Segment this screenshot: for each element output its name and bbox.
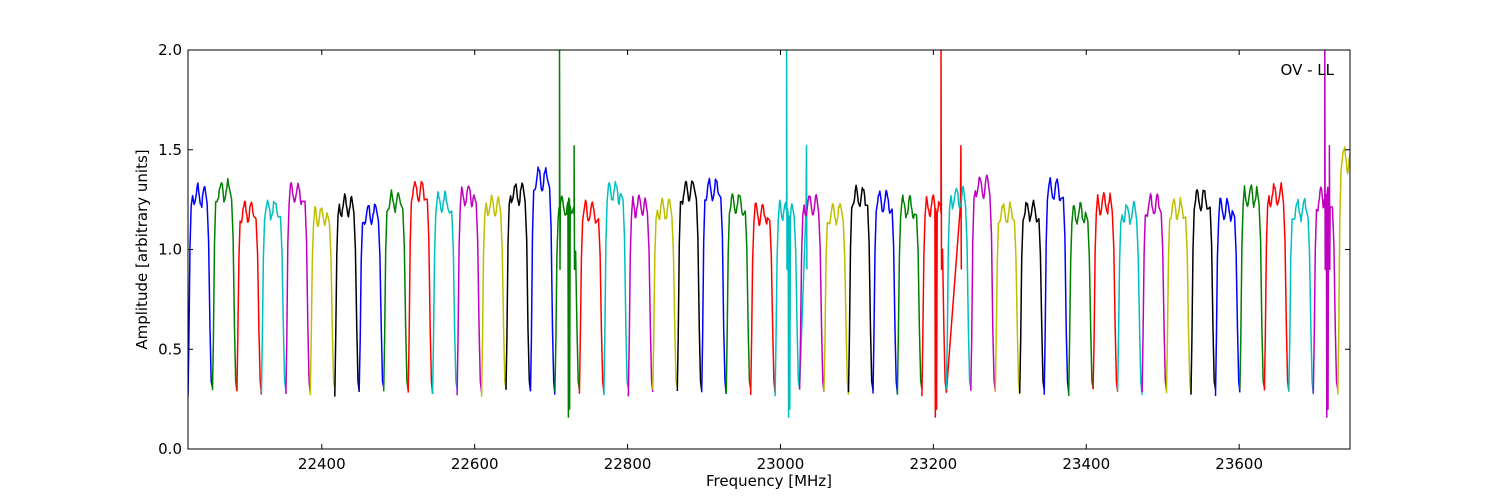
y-axis-ticks: 0.0 0.5 1.0 1.5 2.0 bbox=[158, 41, 1350, 458]
series-line-band-12 bbox=[480, 194, 507, 397]
series-line-band-31 bbox=[945, 185, 972, 390]
series-line-band-24 bbox=[774, 50, 808, 418]
series-line-band-39 bbox=[1141, 193, 1168, 393]
series-line-band-17 bbox=[603, 181, 630, 396]
series-line-band-42 bbox=[1214, 197, 1241, 396]
series-line-band-46 bbox=[1312, 50, 1339, 418]
plot-background bbox=[188, 50, 1350, 449]
series-line-band-37 bbox=[1092, 191, 1119, 392]
series-line-band-19 bbox=[652, 197, 679, 390]
series-line-band-35 bbox=[1043, 177, 1070, 395]
series-line-band-23 bbox=[749, 202, 776, 396]
y-tick-label: 1.0 bbox=[158, 241, 182, 259]
series-line-band-6 bbox=[334, 193, 360, 397]
channel-annotation: OV - LL bbox=[1281, 61, 1335, 79]
series-line-band-13 bbox=[505, 182, 532, 392]
series-line-band-29 bbox=[896, 194, 923, 395]
series-layer bbox=[188, 50, 1350, 418]
series-line-band-40 bbox=[1165, 196, 1192, 394]
x-tick-label: 23600 bbox=[1215, 455, 1263, 473]
y-tick-label: 1.5 bbox=[158, 141, 182, 159]
series-line-band-21 bbox=[700, 177, 727, 395]
series-line-band-5 bbox=[309, 205, 336, 396]
y-tick-label: 0.0 bbox=[158, 440, 182, 458]
series-line-band-16 bbox=[578, 199, 605, 394]
x-tick-label: 22400 bbox=[298, 455, 346, 473]
x-axis-label: Frequency [MHz] bbox=[706, 472, 832, 490]
series-line-band-25 bbox=[798, 194, 825, 392]
x-axis-ticks: 22400 22600 22800 23000 23200 23400 23600 bbox=[298, 50, 1263, 473]
series-line-band-1 bbox=[211, 177, 238, 392]
x-tick-label: 23200 bbox=[910, 455, 958, 473]
series-line-band-27 bbox=[847, 184, 874, 393]
series-line-band-45 bbox=[1288, 197, 1315, 395]
series-line-band-38 bbox=[1116, 200, 1143, 396]
series-line-band-36 bbox=[1067, 201, 1094, 397]
series-line-band-30 bbox=[921, 50, 963, 418]
series-line-band-28 bbox=[872, 189, 899, 394]
series-line-band-41 bbox=[1190, 189, 1217, 395]
series-line-band-34 bbox=[1018, 199, 1045, 394]
series-line-band-4 bbox=[285, 181, 312, 395]
series-line-band-44 bbox=[1263, 182, 1290, 392]
series-line-band-26 bbox=[823, 202, 850, 395]
y-tick-label: 2.0 bbox=[158, 41, 182, 59]
x-tick-label: 22800 bbox=[604, 455, 652, 473]
series-line-band-7 bbox=[358, 203, 385, 391]
y-axis-label: Amplitude [arbitrary units] bbox=[133, 149, 151, 349]
series-line-band-32 bbox=[970, 174, 997, 392]
x-tick-label: 23400 bbox=[1062, 455, 1110, 473]
series-line-band-15 bbox=[554, 50, 581, 418]
series-line-band-33 bbox=[994, 201, 1021, 395]
series-line-band-18 bbox=[627, 194, 654, 397]
series-line-band-0 bbox=[188, 182, 214, 397]
series-line-band-43 bbox=[1239, 184, 1266, 390]
series-line-band-20 bbox=[676, 180, 703, 392]
x-tick-label: 22600 bbox=[451, 455, 499, 473]
x-tick-label: 23000 bbox=[757, 455, 805, 473]
series-line-band-47 bbox=[1337, 146, 1350, 395]
y-tick-label: 0.5 bbox=[158, 340, 182, 358]
series-line-band-9 bbox=[407, 180, 434, 394]
series-line-band-14 bbox=[529, 166, 556, 395]
series-line-band-10 bbox=[431, 190, 458, 394]
series-line-band-11 bbox=[456, 185, 483, 396]
series-line-band-2 bbox=[236, 200, 263, 395]
series-line-band-8 bbox=[382, 189, 409, 392]
series-line-band-22 bbox=[725, 193, 752, 394]
series-line-band-3 bbox=[260, 199, 287, 393]
